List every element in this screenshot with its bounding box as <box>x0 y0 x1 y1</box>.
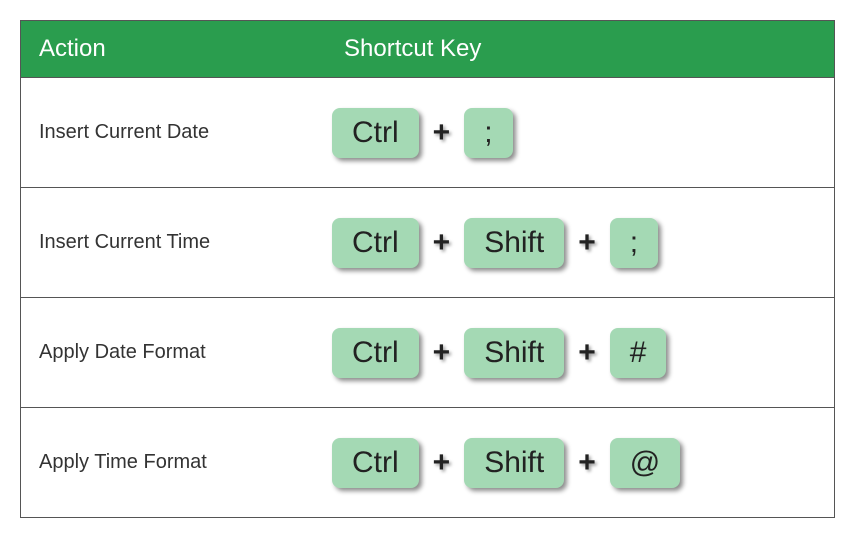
key: @ <box>610 438 680 488</box>
table-row: Insert Current Date Ctrl + ; <box>21 77 834 187</box>
plus-icon: + <box>427 336 457 370</box>
plus-icon: + <box>427 226 457 260</box>
plus-icon: + <box>427 116 457 150</box>
action-label: Apply Time Format <box>21 451 326 474</box>
table-row: Insert Current Time Ctrl + Shift + ; <box>21 187 834 297</box>
shortcut-keys: Ctrl + Shift + # <box>326 308 834 398</box>
plus-icon: + <box>572 446 602 480</box>
plus-icon: + <box>572 336 602 370</box>
shortcut-table: Action Shortcut Key Insert Current Date … <box>20 20 835 518</box>
key: Shift <box>464 438 564 488</box>
shortcut-keys: Ctrl + Shift + ; <box>326 198 834 288</box>
table-row: Apply Date Format Ctrl + Shift + # <box>21 297 834 407</box>
plus-icon: + <box>427 446 457 480</box>
header-action: Action <box>21 21 326 77</box>
key: Ctrl <box>332 328 419 378</box>
table-header-row: Action Shortcut Key <box>21 21 834 77</box>
key: ; <box>610 218 658 268</box>
action-label: Insert Current Time <box>21 231 326 254</box>
table-row: Apply Time Format Ctrl + Shift + @ <box>21 407 834 517</box>
header-shortcut: Shortcut Key <box>326 21 834 77</box>
key: Ctrl <box>332 438 419 488</box>
key: ; <box>464 108 512 158</box>
key: Shift <box>464 218 564 268</box>
shortcut-keys: Ctrl + Shift + @ <box>326 418 834 508</box>
plus-icon: + <box>572 226 602 260</box>
shortcut-keys: Ctrl + ; <box>326 88 834 178</box>
key: Shift <box>464 328 564 378</box>
key: # <box>610 328 667 378</box>
action-label: Insert Current Date <box>21 121 326 144</box>
key: Ctrl <box>332 108 419 158</box>
action-label: Apply Date Format <box>21 341 326 364</box>
key: Ctrl <box>332 218 419 268</box>
